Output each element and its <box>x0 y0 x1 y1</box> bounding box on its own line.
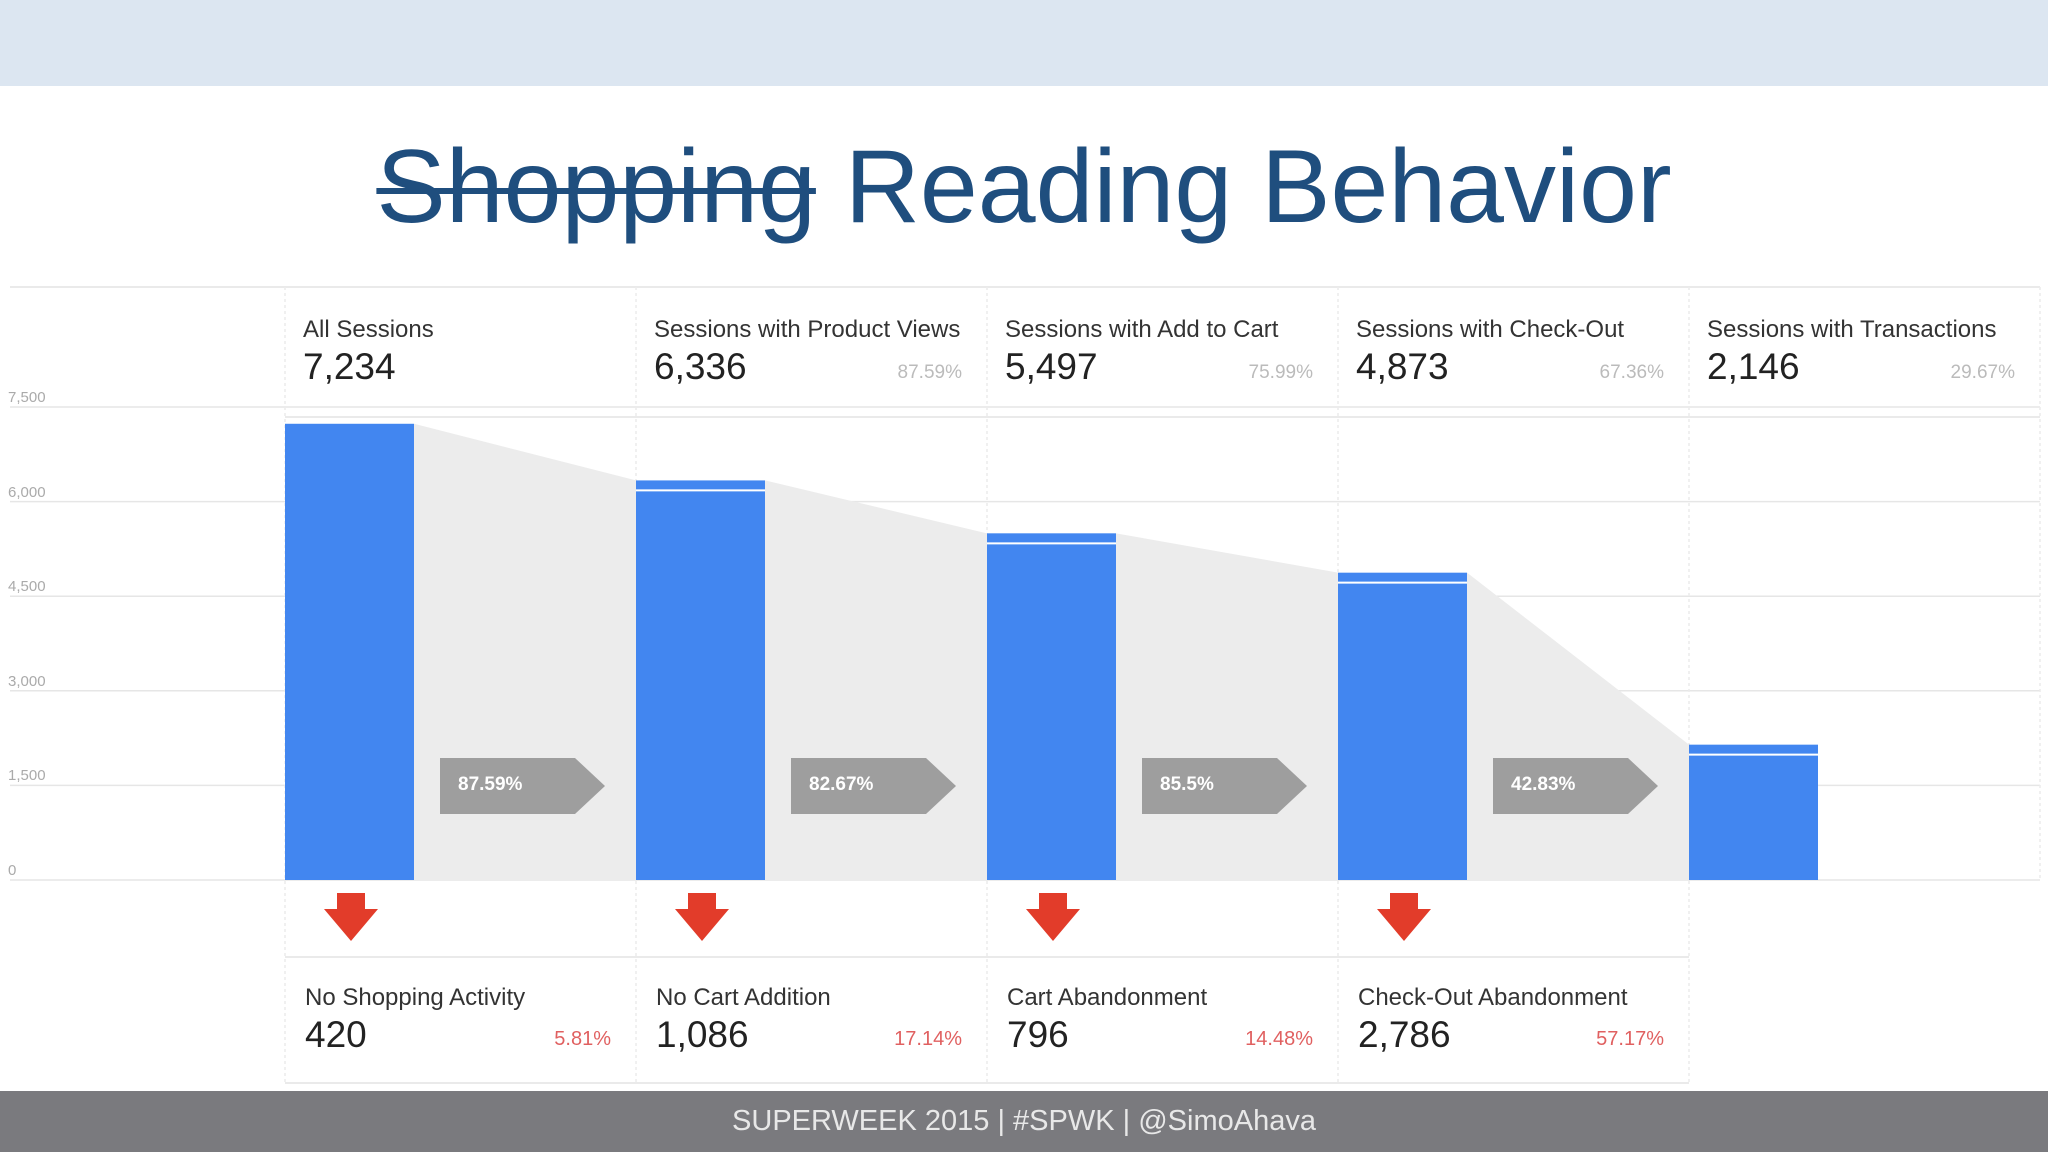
abandon-name-label: Check-Out Abandonment <box>1358 984 1628 1011</box>
step-percent-label: 29.67% <box>1950 362 2015 383</box>
drop-off-arrow-icon <box>1377 893 1431 941</box>
bar <box>1338 572 1467 880</box>
drop-off-arrow-icon <box>675 893 729 941</box>
abandon-name-label: Cart Abandonment <box>1007 984 1208 1011</box>
abandon-value-label: 1,086 <box>656 1014 749 1055</box>
title-struck-word: Shopping <box>376 129 816 245</box>
abandon-percent-label: 5.81% <box>554 1028 611 1050</box>
drop-off-arrow-icon <box>1026 893 1080 941</box>
top-banner <box>0 0 2048 86</box>
abandon-percent-label: 14.48% <box>1245 1028 1313 1050</box>
step-value-label: 5,497 <box>1005 346 1098 387</box>
funnel-connector <box>765 480 987 880</box>
y-tick-label: 1,500 <box>8 767 46 785</box>
funnel-connector <box>1467 572 1689 880</box>
step-value-label: 7,234 <box>303 346 396 387</box>
y-tick-label: 4,500 <box>8 578 46 596</box>
abandon-name-label: No Cart Addition <box>656 984 831 1011</box>
step-name-label: Sessions with Product Views <box>654 316 961 343</box>
abandon-percent-label: 57.17% <box>1596 1028 1664 1050</box>
bar <box>285 423 414 880</box>
step-value-label: 4,873 <box>1356 346 1449 387</box>
conversion-arrow <box>791 758 956 814</box>
conversion-arrow <box>440 758 605 814</box>
bar <box>636 480 765 880</box>
bar <box>1689 744 1818 880</box>
conversion-arrow <box>1142 758 1307 814</box>
step-value-label: 6,336 <box>654 346 747 387</box>
footer-credit: SUPERWEEK 2015 | #SPWK | @SimoAhava <box>0 1091 2048 1152</box>
step-value-label: 2,146 <box>1707 346 1800 387</box>
conversion-rate-label: 87.59% <box>458 774 523 795</box>
abandon-percent-label: 17.14% <box>894 1028 962 1050</box>
slide-title: Shopping Reading Behavior <box>0 130 2048 244</box>
step-percent-label: 87.59% <box>897 362 962 383</box>
y-tick-label: 0 <box>8 862 17 879</box>
abandon-value-label: 796 <box>1007 1014 1069 1055</box>
y-tick-label: 7,500 <box>8 389 46 406</box>
funnel-chart <box>10 286 2041 1084</box>
step-percent-label: 75.99% <box>1248 362 1313 383</box>
step-name-label: Sessions with Transactions <box>1707 316 1997 343</box>
conversion-arrow <box>1493 758 1658 814</box>
step-name-label: Sessions with Check-Out <box>1356 316 1625 343</box>
step-percent-label: 67.36% <box>1599 362 1664 383</box>
step-name-label: Sessions with Add to Cart <box>1005 316 1279 343</box>
abandon-value-label: 2,786 <box>1358 1014 1451 1055</box>
conversion-rate-label: 42.83% <box>1511 774 1576 795</box>
abandon-name-label: No Shopping Activity <box>305 984 526 1011</box>
y-tick-label: 6,000 <box>8 483 46 501</box>
funnel-connector <box>1116 533 1338 880</box>
title-main-words: Reading Behavior <box>844 129 1672 245</box>
conversion-rate-label: 82.67% <box>809 774 874 795</box>
step-name-label: All Sessions <box>303 316 434 343</box>
drop-off-arrow-icon <box>324 893 378 941</box>
y-tick-label: 3,000 <box>8 672 46 690</box>
abandon-value-label: 420 <box>305 1014 367 1055</box>
bar <box>987 533 1116 880</box>
conversion-rate-label: 85.5% <box>1160 774 1214 795</box>
